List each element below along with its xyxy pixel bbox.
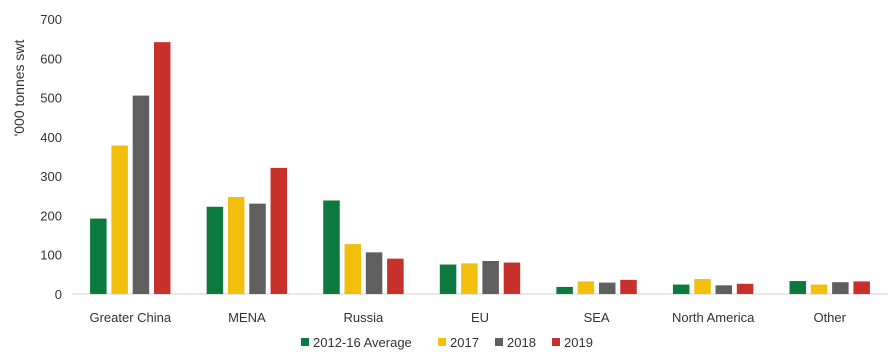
legend-label: 2012-16 Average [313, 335, 412, 350]
bar [387, 258, 404, 294]
bar [249, 203, 266, 294]
bar [461, 263, 478, 294]
x-axis: Greater China MENA Russia EU SEA North Americ… [89, 310, 846, 325]
legend-label: 2017 [450, 335, 479, 350]
x-tick-label: Russia [344, 310, 385, 325]
bar [206, 206, 224, 294]
y-axis: 0 100 200 300 400 500 600 700 [40, 12, 62, 302]
x-tick-label: MENA [228, 310, 266, 325]
bar [715, 285, 733, 294]
x-tick-label: EU [471, 310, 489, 325]
bar [153, 42, 171, 294]
bar [736, 283, 754, 294]
y-tick-label: 500 [40, 91, 62, 106]
y-tick-label: 100 [40, 248, 62, 263]
y-tick-label: 700 [40, 12, 62, 27]
y-tick-label: 0 [55, 287, 62, 302]
bar [111, 145, 128, 294]
bar [672, 284, 690, 294]
y-axis-label: '000 tonnes swt [11, 39, 27, 136]
bar [620, 279, 637, 294]
bar [132, 95, 150, 294]
bar [503, 262, 521, 294]
bar [577, 281, 595, 294]
y-tick-label: 300 [40, 169, 62, 184]
bar [344, 244, 362, 294]
legend: 2012-16 Average 2017 2018 2019 [301, 335, 593, 350]
bar [439, 264, 457, 294]
bar [227, 196, 245, 294]
x-tick-label: Other [813, 310, 846, 325]
bar [323, 200, 340, 294]
legend-label: 2019 [564, 335, 593, 350]
bar [482, 261, 499, 294]
legend-swatch [495, 338, 503, 346]
bar [556, 286, 573, 294]
bar [90, 218, 107, 294]
bar [694, 279, 711, 294]
bar [598, 282, 616, 294]
y-tick-label: 200 [40, 208, 62, 223]
bar [270, 167, 288, 294]
bar [789, 281, 807, 294]
legend-swatch [438, 338, 446, 346]
bar [810, 284, 828, 294]
legend-label: 2018 [507, 335, 536, 350]
x-tick-label: Greater China [89, 310, 171, 325]
bar [832, 282, 849, 294]
legend-swatch [552, 338, 560, 346]
x-tick-label: SEA [584, 310, 610, 325]
bar [853, 281, 870, 294]
x-tick-label: North America [672, 310, 755, 325]
legend-swatch [301, 338, 309, 346]
bars [90, 42, 870, 294]
bar [365, 252, 383, 294]
y-tick-label: 600 [40, 51, 62, 66]
y-tick-label: 400 [40, 130, 62, 145]
